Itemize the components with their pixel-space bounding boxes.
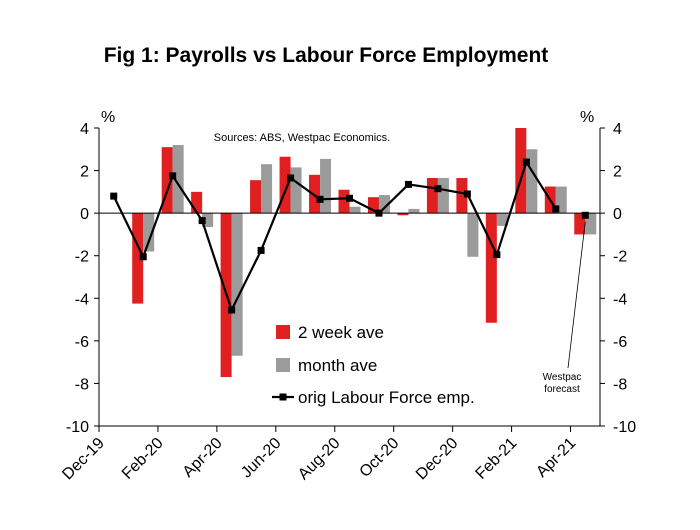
point-labour-force-Oct-20 [404, 180, 412, 188]
line-series-layer [110, 158, 589, 314]
bar-month-Jun-20 [290, 167, 302, 214]
y-tick-label-right: 0 [613, 206, 622, 223]
bar-month-Feb-20 [172, 145, 184, 214]
x-tick-label: Dec-20 [413, 435, 462, 484]
point-labour-force-Jul-20 [316, 195, 324, 203]
bar-month-Nov-20 [437, 178, 449, 214]
bar-2wk-Nov-20 [426, 178, 438, 214]
point-labour-force-Mar-20 [198, 217, 206, 225]
bar-2wk-Dec-20 [456, 178, 468, 214]
legend-swatch-marker [279, 393, 287, 401]
x-tick-label: Oct-20 [357, 435, 403, 481]
point-labour-force-Mar-21 [552, 205, 560, 213]
y-tick-label-right: 2 [613, 164, 622, 181]
y-tick-label-left: -6 [75, 334, 89, 351]
bar-2wk-Jun-20 [279, 156, 291, 214]
x-tick-label: Feb-20 [119, 435, 167, 483]
x-axis-ticks: Dec-19 Feb-20 Apr-20 Jun-20 Aug-20 Oct-20 Dec-… [59, 426, 579, 483]
y-tick-label-left: 2 [80, 164, 89, 181]
annotation-text: forecast [544, 384, 580, 395]
legend-label: month ave [298, 356, 377, 375]
y-tick-label-right: -10 [613, 419, 636, 436]
y-tick-label-right: -2 [613, 249, 627, 266]
bar-2wk-Aug-20 [338, 189, 350, 214]
bar-month-Sep-20 [378, 195, 390, 214]
bar-2wk-Jan-21 [485, 213, 497, 323]
bar-month-Oct-20 [408, 208, 420, 214]
legend-label: 2 week ave [298, 323, 384, 342]
x-tick-label: Feb-21 [473, 435, 521, 483]
bar-2wk-Jan-20 [132, 213, 144, 304]
point-labour-force-Apr-20 [228, 306, 236, 314]
point-labour-force-Feb-21 [522, 158, 530, 166]
bar-2wk-Apr-21 [574, 213, 586, 235]
y-axis-right-ticks: 4 2 0 -2 -4 -6 -8 -10 [600, 121, 636, 436]
legend-label: orig Labour Force emp. [298, 388, 475, 407]
bar-month-Mar-20 [202, 213, 214, 227]
bar-2wk-Oct-20 [397, 213, 409, 216]
point-labour-force-Apr-21 [581, 211, 589, 219]
bar-month-Jul-20 [320, 158, 332, 214]
bar-month-Jan-21 [496, 213, 508, 226]
x-tick-label: Apr-21 [533, 435, 579, 481]
y-tick-label-left: 4 [80, 121, 89, 138]
y-tick-label-left: -8 [75, 376, 89, 393]
bar-month-Mar-21 [555, 186, 567, 214]
line-labour-force [112, 159, 557, 313]
y-tick-label-left: -2 [75, 249, 89, 266]
bar-2wk-Mar-20 [191, 191, 203, 214]
y-tick-label-right: 4 [613, 121, 622, 138]
annotation-text: Westpac [543, 372, 582, 383]
y-tick-label-left: -4 [75, 291, 89, 308]
point-labour-force-Aug-20 [346, 194, 353, 202]
point-labour-force-Jun-20 [287, 174, 295, 182]
point-labour-force-Jan-20 [139, 253, 147, 261]
point-labour-force-Dec-20 [463, 190, 471, 198]
y-unit-left: % [101, 109, 115, 126]
chart-title: Fig 1: Payrolls vs Labour Force Employme… [104, 44, 549, 67]
x-tick-label: Jun-20 [238, 435, 285, 482]
y-tick-label-left: -10 [66, 419, 89, 436]
bar-month-Apr-21 [585, 213, 597, 235]
point-labour-force-Sep-20 [375, 209, 383, 217]
legend-swatch-2wk [276, 325, 290, 339]
x-tick-label: Apr-20 [180, 435, 226, 481]
y-tick-label-right: -4 [613, 291, 627, 308]
bar-2wk-Sep-20 [367, 197, 379, 214]
y-axis-left-ticks: 4 2 0 -2 -4 -6 -8 -10 [66, 121, 99, 436]
x-tick-label: Aug-20 [295, 435, 344, 484]
point-labour-force-May-20 [257, 246, 265, 254]
bar-month-Dec-20 [467, 213, 479, 257]
bar-2wk-May-20 [250, 180, 262, 214]
bar-2wk-Feb-20 [161, 147, 173, 214]
bar-month-Apr-20 [231, 213, 243, 356]
y-tick-label-right: -6 [613, 334, 627, 351]
x-tick-label: Dec-19 [59, 435, 108, 484]
annotation-pointer [567, 221, 586, 369]
y-tick-label-left: 0 [80, 206, 89, 223]
legend-swatch-month [276, 358, 290, 372]
point-labour-force-Nov-20 [434, 185, 442, 193]
point-labour-force-Dec-19 [110, 192, 118, 200]
point-labour-force-Feb-20 [169, 172, 177, 180]
bar-month-Aug-20 [349, 206, 361, 214]
legend: 2 week ave month ave orig Labour Force emp… [272, 323, 475, 407]
bar-month-May-20 [261, 164, 273, 214]
bar-month-Feb-21 [526, 149, 538, 214]
bar-2wk-Feb-21 [515, 128, 527, 214]
source-note: Sources: ABS, Westpac Economics. [214, 132, 390, 144]
point-labour-force-Jan-21 [493, 251, 501, 259]
y-tick-label-right: -8 [613, 376, 627, 393]
y-unit-right: % [580, 109, 594, 126]
bar-month-Jan-20 [143, 213, 155, 252]
